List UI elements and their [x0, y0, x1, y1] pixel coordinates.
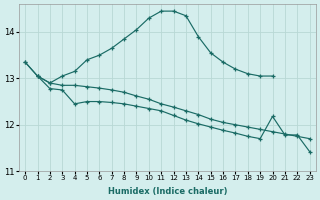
X-axis label: Humidex (Indice chaleur): Humidex (Indice chaleur) — [108, 187, 227, 196]
